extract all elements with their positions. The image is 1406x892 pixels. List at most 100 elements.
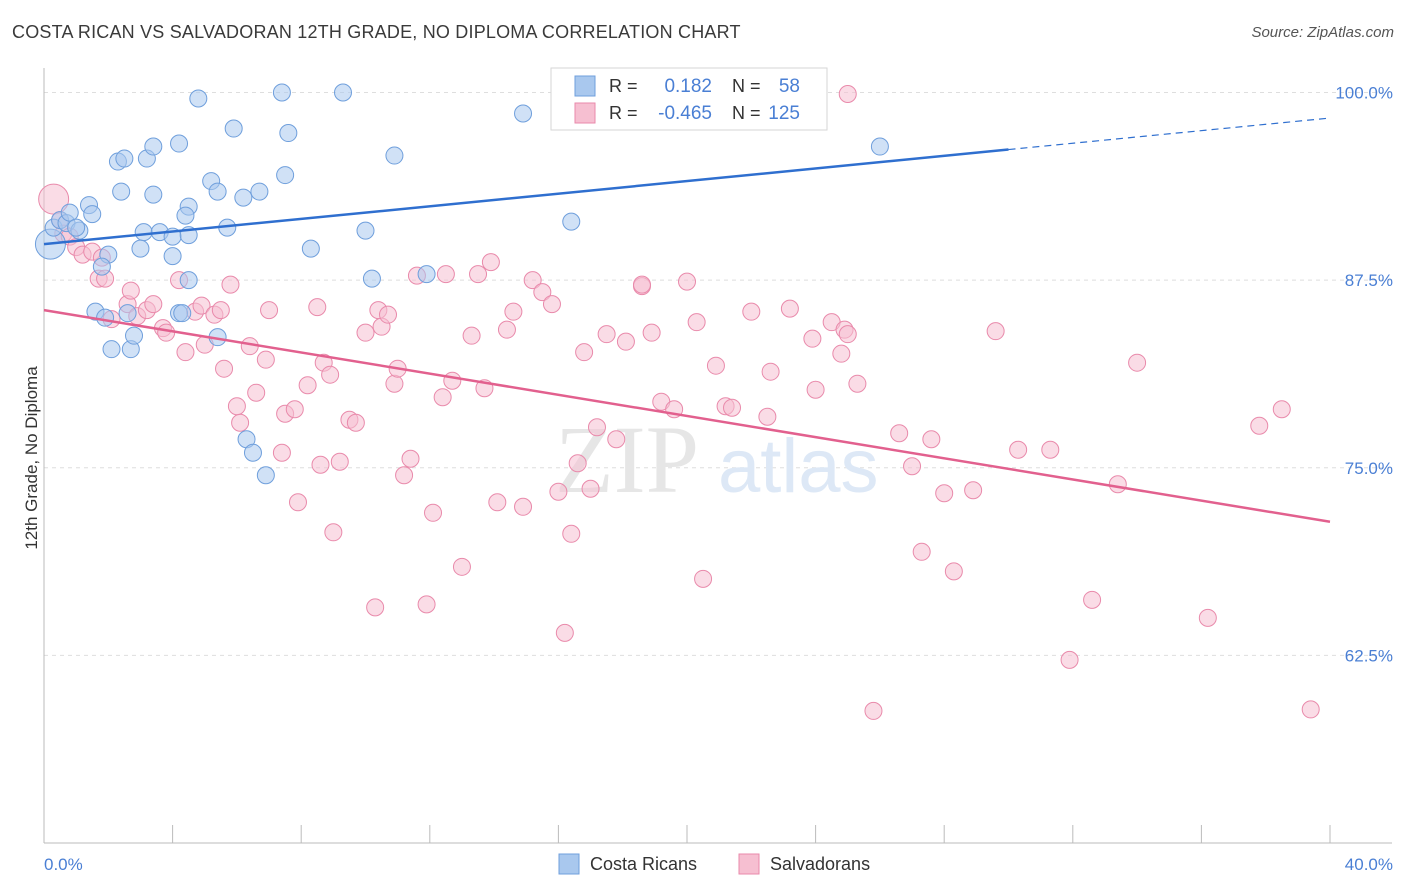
bottom-legend-swatch-salvadorans [738,853,760,875]
salvadorans-point [401,449,420,468]
costa-ricans-point [276,166,295,185]
salvadorans-point [121,281,140,300]
costa-ricans-point [250,182,269,201]
costa-ricans-point [163,247,182,266]
legend-swatch-costa-ricans [574,75,596,97]
bottom-legend-label-costa-ricans: Costa Ricans [590,854,697,874]
salvadorans-point [555,623,574,642]
salvadorans-point [452,557,471,576]
salvadorans-point [678,272,696,291]
salvadorans-point [231,413,250,432]
bottom-legend-swatch-costa-ricans [558,853,580,875]
salvadorans-point [597,325,616,344]
salvadorans-point [330,452,349,471]
salvadorans-point [912,542,931,561]
legend-r-label-1: R = [609,76,638,96]
source-label: Source: ZipAtlas.com [1251,24,1394,41]
legend-n-label-1: N = [732,76,761,96]
salvadorans-point [568,454,587,473]
salvadorans-point [806,380,825,399]
costa-ricans-point [125,326,144,345]
salvadorans-point [227,397,246,416]
salvadorans-point [221,275,240,294]
salvadorans-point [256,350,275,369]
salvadorans-point [324,523,343,542]
salvadorans-point [549,482,568,501]
x-tick-labels: 0.0% 40.0% [44,855,1393,874]
salvadorans-point [607,430,626,449]
salvadorans-point [514,497,533,516]
salvadorans-point [1083,590,1102,609]
salvadorans-point [1009,440,1028,459]
salvadorans-point [488,493,507,512]
costa-ricans-point [362,269,381,288]
costa-ricans-point [173,304,192,323]
salvadorans-point [346,413,365,432]
salvadorans-point [864,701,883,720]
salvadorans-point [504,302,523,321]
costa-ricans-point [102,340,121,359]
costa-ricans-point [301,239,320,258]
costa-ricans-point [67,218,86,237]
salvadorans-point [1060,650,1079,669]
trend-lines [43,117,1331,524]
salvadorans-point [215,359,234,378]
costa-ricans-point [134,223,153,242]
y-tick-labels: 62.5% 75.0% 87.5% 100.0% [1335,84,1393,666]
salvadorans-point [832,344,851,363]
salvadorans-point [986,322,1005,341]
salvadorans-point [944,562,963,581]
salvadorans-point [542,295,561,314]
salvadorans-point [321,365,340,384]
salvadorans-point [742,302,761,321]
salvadorans-point [964,481,983,500]
salvadorans-point [211,301,230,320]
salvadorans-points [38,85,1320,720]
salvadorans-point [562,524,581,543]
costa-ricans-point [92,257,111,276]
costa-ricans-point [514,104,533,123]
salvadorans-point [247,383,266,402]
costa-ricans-trend-extension [1008,117,1331,151]
salvadorans-point [761,362,780,381]
salvadorans-point [443,371,462,390]
costa-ricans-point [562,212,581,231]
salvadorans-point [587,418,606,437]
costa-ricans-point [224,119,243,138]
salvadorans-point [176,343,195,362]
salvadorans-point [436,265,455,284]
costa-ricans-point [417,265,436,284]
salvadorans-point [803,329,822,348]
costa-ricans-point [144,185,163,204]
watermark: ZIP atlas [555,406,879,513]
salvadorans-point [298,376,317,395]
salvadorans-point [581,479,600,498]
salvadorans-point [144,295,163,314]
salvadorans-point [462,326,481,345]
series-legend: Costa Ricans Salvadorans [558,853,870,875]
salvadorans-point [1041,440,1060,459]
y-tick-label: 62.5% [1345,646,1393,665]
stats-legend-box [550,67,828,131]
costa-ricans-point [60,203,79,222]
salvadorans-point [642,323,661,342]
costa-ricans-point [279,124,298,143]
costa-ricans-point [272,83,291,102]
y-axis-label: 12th Grade, No Diploma [22,366,41,550]
salvadorans-point [523,271,542,290]
salvadorans-point [1108,475,1127,494]
costa-ricans-point [170,134,189,153]
chart-title: COSTA RICAN VS SALVADORAN 12TH GRADE, NO… [12,22,741,42]
y-tick-label: 100.0% [1335,84,1393,103]
salvadorans-point [838,85,857,104]
salvadorans-point [481,253,500,272]
salvadorans-point [311,455,330,474]
salvadorans-point [366,598,385,617]
costa-ricans-point [179,271,198,290]
costa-ricans-point [333,83,352,102]
x-tick-label-max: 40.0% [1345,855,1393,874]
salvadorans-point [903,457,922,476]
salvadorans-point [890,424,909,443]
salvadorans-point [632,275,651,294]
salvadorans-point [308,298,327,317]
